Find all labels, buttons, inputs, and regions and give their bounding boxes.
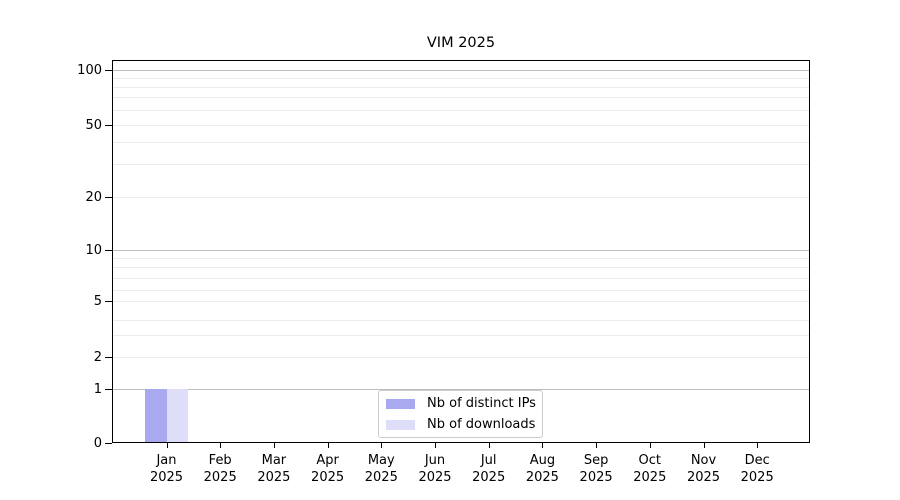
minor-gridline [113, 290, 809, 291]
legend-item-downloads: Nb of downloads [385, 416, 536, 433]
major-gridline [113, 250, 809, 251]
legend: Nb of distinct IPs Nb of downloads [378, 390, 543, 438]
bar-jan-series1 [166, 389, 188, 442]
chart-title: VIM 2025 [426, 35, 496, 51]
x-tick-mark [757, 443, 759, 448]
minor-gridline [113, 110, 809, 111]
minor-gridline [113, 357, 809, 358]
y-tick-mark [105, 389, 112, 390]
bar-jan-series0 [145, 389, 167, 442]
minor-gridline [113, 335, 809, 336]
x-tick-label: Mar 2025 [257, 453, 291, 485]
x-tick-label: Jun 2025 [418, 453, 452, 485]
x-tick-label: Feb 2025 [203, 453, 237, 485]
minor-gridline [113, 164, 809, 165]
x-tick-mark [327, 443, 329, 448]
x-tick-label: Dec 2025 [740, 453, 774, 485]
y-tick-label: 20 [85, 190, 102, 205]
x-tick-mark [166, 443, 168, 448]
x-tick-label: Jan 2025 [149, 453, 184, 485]
minor-gridline [113, 267, 809, 268]
legend-swatch-distinct-ips [386, 398, 415, 409]
minor-gridline [113, 78, 809, 79]
y-tick-mark [105, 197, 112, 198]
minor-gridline [113, 301, 809, 302]
y-tick-label: 0 [93, 436, 102, 451]
major-gridline [113, 389, 809, 390]
x-tick-label: Jul 2025 [472, 453, 506, 485]
minor-gridline [113, 258, 809, 259]
x-tick-label: Nov 2025 [686, 453, 721, 485]
minor-gridline [113, 87, 809, 88]
minor-gridline [113, 278, 809, 279]
y-tick-label: 5 [93, 294, 102, 309]
y-tick-label: 50 [85, 118, 102, 133]
x-tick-label: Apr 2025 [311, 453, 345, 485]
x-tick-mark [273, 443, 275, 448]
x-tick-mark [435, 443, 436, 448]
minor-gridline [113, 320, 809, 321]
y-tick-label: 1 [93, 382, 102, 397]
major-gridline [113, 70, 809, 71]
y-tick-label: 100 [77, 63, 102, 78]
x-tick-label: Sep 2025 [579, 453, 613, 485]
y-tick-mark [105, 125, 112, 126]
y-tick-label: 10 [85, 243, 102, 258]
plot-area [112, 60, 810, 443]
x-tick-mark [381, 443, 383, 448]
legend-swatch-downloads [386, 419, 415, 430]
y-tick-mark [105, 70, 112, 71]
x-tick-label: May 2025 [364, 453, 398, 485]
x-tick-label: Oct 2025 [633, 453, 667, 485]
legend-label-downloads: Nb of downloads [427, 417, 536, 432]
y-tick-mark [105, 301, 112, 302]
x-tick-mark [220, 443, 222, 448]
x-tick-label: Aug 2025 [525, 453, 559, 485]
y-tick-label: 2 [93, 350, 102, 365]
legend-item-distinct-ips: Nb of distinct IPs [385, 395, 536, 412]
minor-gridline [113, 197, 809, 198]
minor-gridline [113, 125, 809, 126]
minor-gridline [113, 142, 809, 143]
x-tick-mark [649, 443, 651, 448]
x-tick-mark [542, 443, 544, 448]
x-tick-mark [703, 443, 705, 448]
legend-label-distinct-ips: Nb of distinct IPs [427, 396, 536, 411]
x-tick-mark [488, 443, 490, 448]
x-tick-mark [596, 443, 598, 448]
y-tick-mark [105, 250, 112, 251]
minor-gridline [113, 97, 809, 98]
y-tick-mark [105, 357, 112, 358]
y-tick-mark [105, 443, 112, 444]
